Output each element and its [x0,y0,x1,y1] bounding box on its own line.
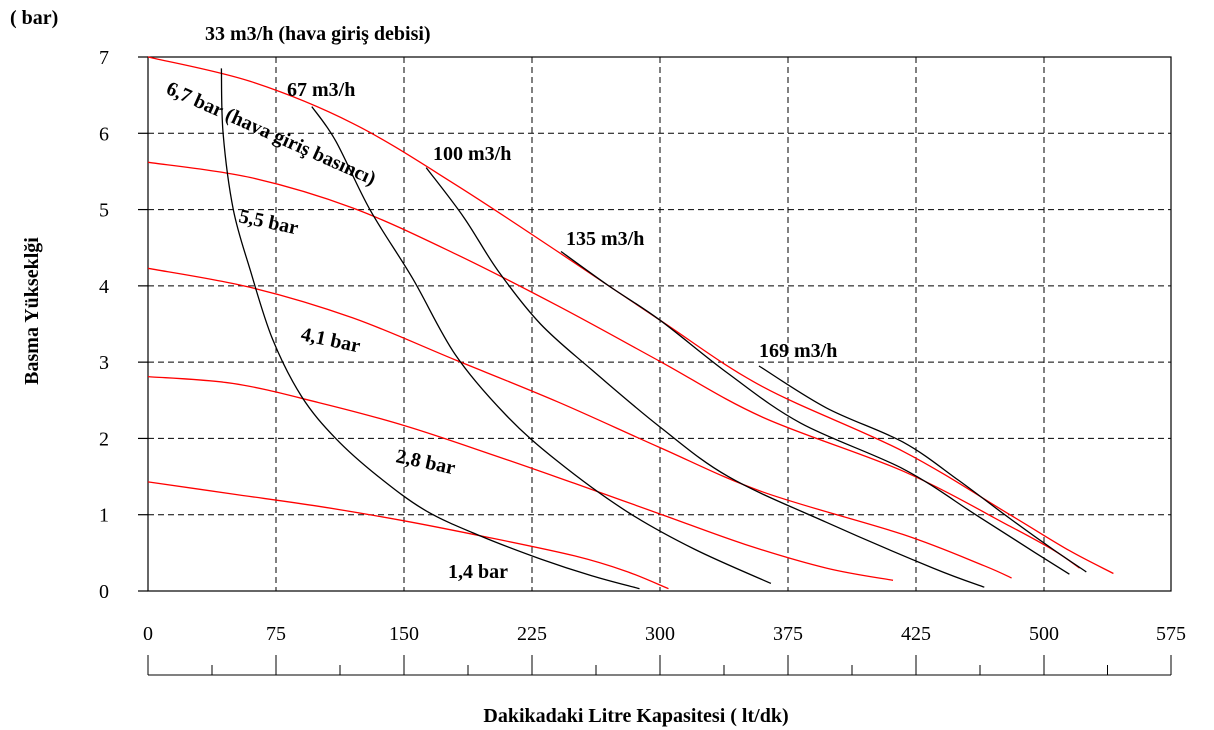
y-unit-label: ( bar) [10,7,58,29]
pressure-label: 4,1 bar [299,323,362,357]
x-tick-label: 75 [266,623,286,645]
pressure-label: 2,8 bar [394,445,457,479]
x-tick-label: 575 [1156,623,1186,645]
flow-curve-67-m3-h [311,106,772,584]
flow-label: 135 m3/h [566,228,644,250]
y-axis-title: Basma Yükseklği [21,237,43,385]
y-tick-label: 0 [99,581,109,603]
flow-label: 169 m3/h [759,340,837,362]
y-tick-label: 2 [99,428,109,450]
x-tick-label: 300 [645,623,675,645]
y-tick-label: 4 [99,276,109,298]
x-tick-label: 150 [389,623,419,645]
pressure-curve-5-5-bar [147,161,1080,569]
flow-curve-33-m3-h-hava-giri-debisi [220,68,640,590]
y-tick-label: 1 [99,505,109,527]
flow-curve-100-m3-h [425,167,985,588]
pressure-curve-1-4-bar [147,481,669,590]
pressure-curve-2-8-bar [147,375,894,581]
x-axis-title: Dakikadaki Litre Kapasitesi ( lt/dk) [483,705,788,727]
x-tick-label: 375 [773,623,803,645]
y-tick-label: 7 [99,47,109,69]
x-tick-label: 0 [143,623,153,645]
pressure-curve-4-1-bar [147,267,1012,579]
series-lines [147,56,1114,590]
x-tick-label: 425 [901,623,931,645]
pressure-label: 5,5 bar [237,205,300,239]
flow-curve-135-m3-h [560,250,1070,575]
flow-label: 67 m3/h [287,79,355,101]
y-axis: 0 1 2 3 4 5 6 7 [99,47,148,603]
grid-lines [148,57,1171,591]
x-tick-label: 225 [517,623,547,645]
plot-frame [147,56,1172,592]
y-tick-label: 5 [99,200,109,222]
flow-label: 100 m3/h [433,143,511,165]
y-tick-label: 3 [99,352,109,374]
flow-curve-169-m3-h [758,365,1087,573]
flow-label: 33 m3/h (hava giriş debisi) [205,23,431,45]
x-axis: 0 75 150 225 300 375 425 500 575 [143,623,1186,645]
x-axis-scale-ruler [147,655,1172,676]
x-tick-label: 500 [1029,623,1059,645]
y-tick-label: 6 [99,123,109,145]
pressure-label: 1,4 bar [448,561,508,583]
